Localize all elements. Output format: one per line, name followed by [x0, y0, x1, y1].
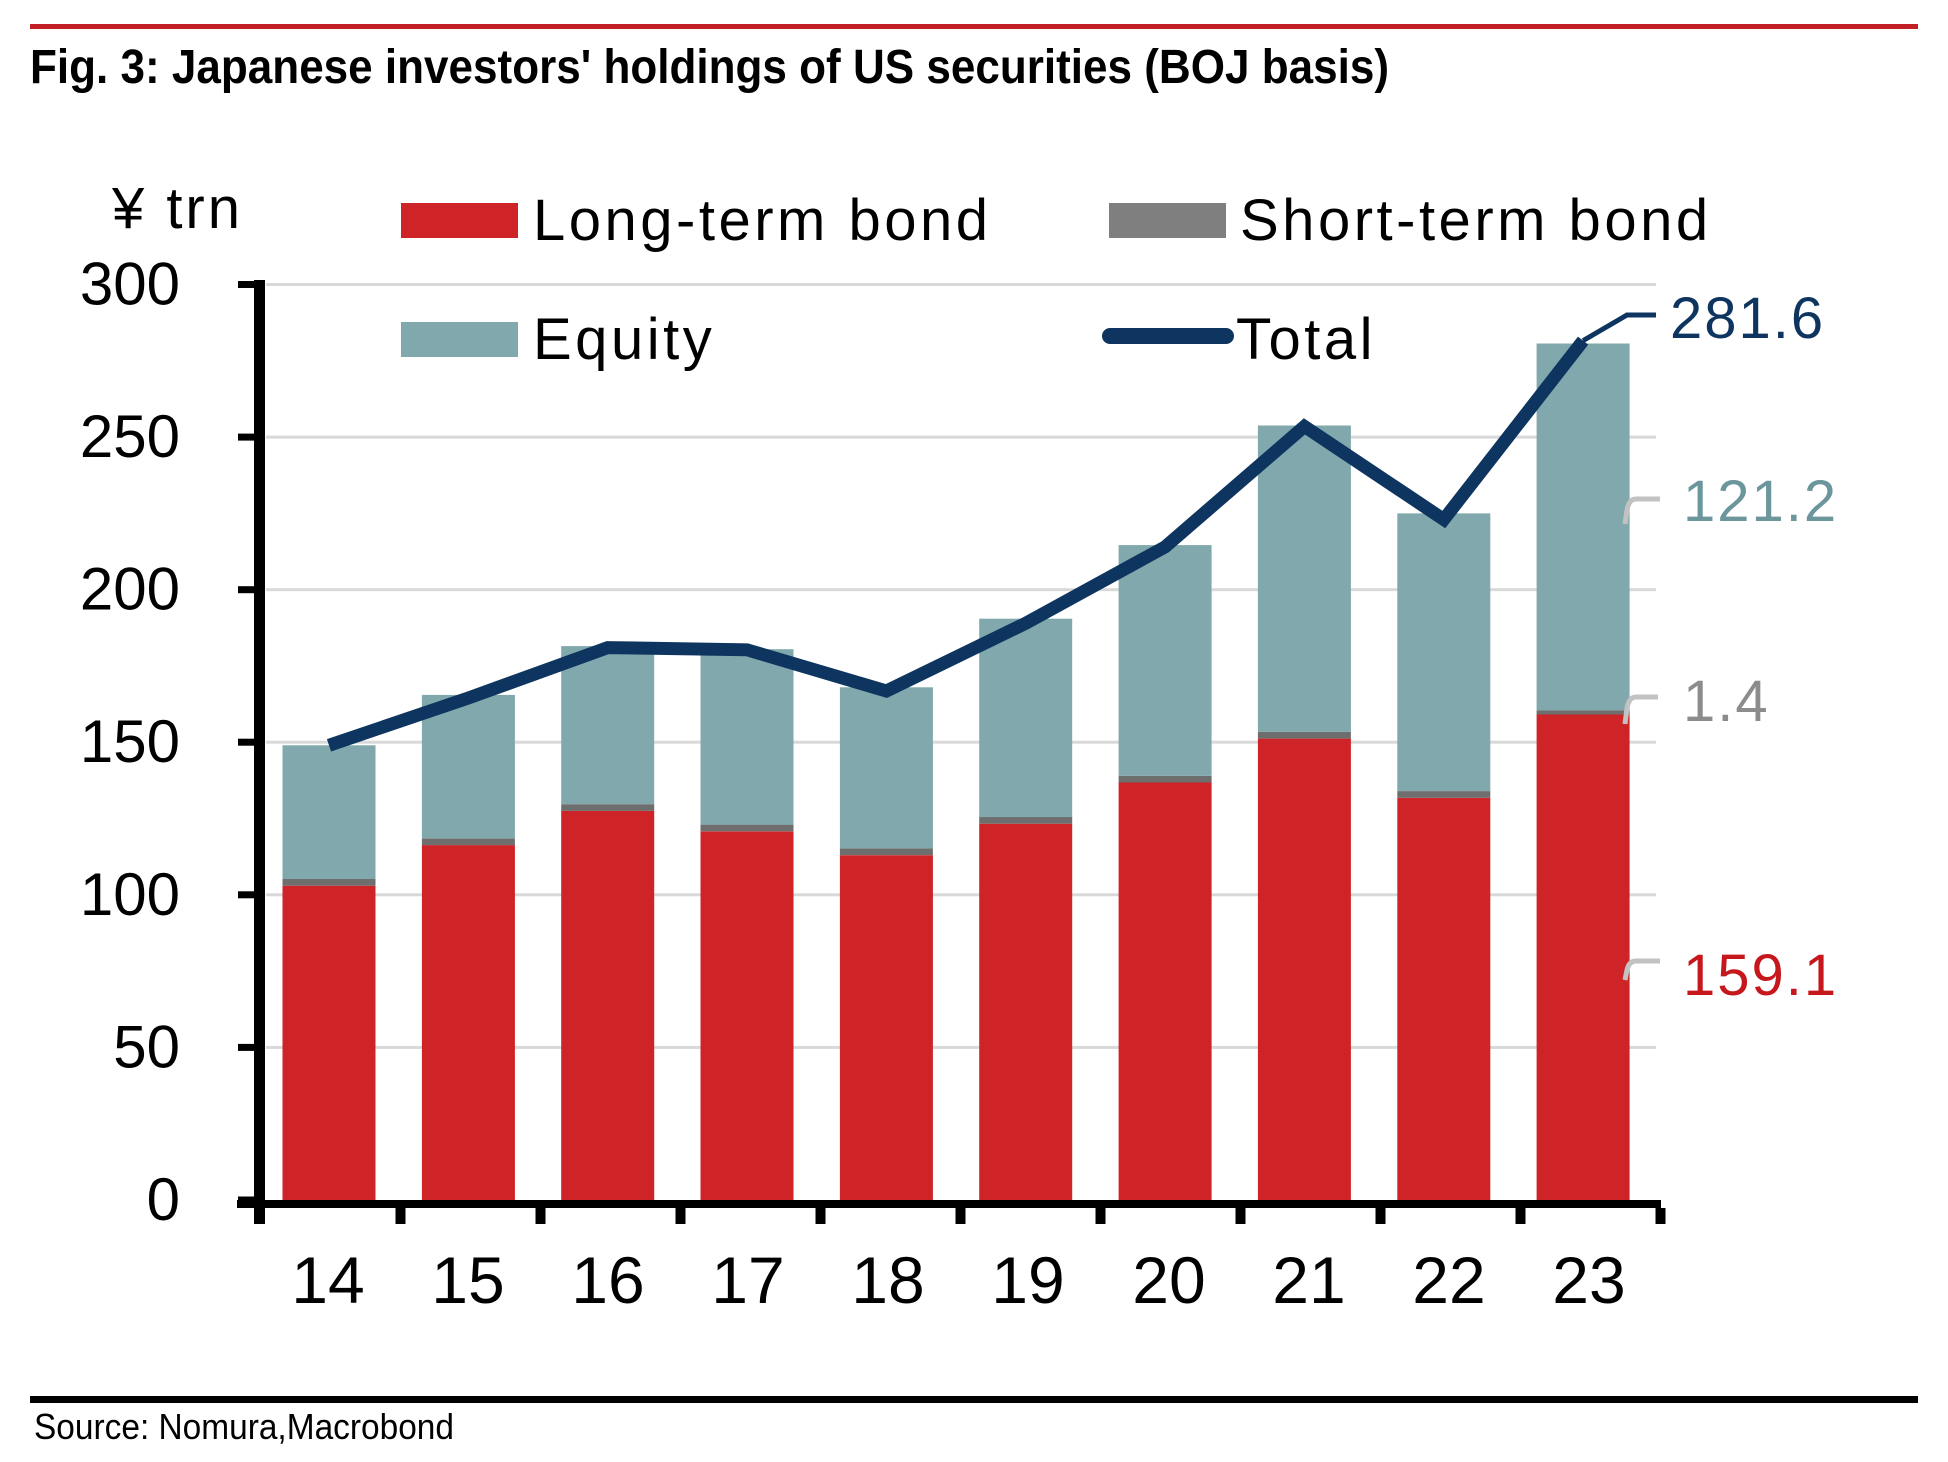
svg-text:¥ trn: ¥ trn — [111, 176, 240, 241]
svg-text:20: 20 — [1132, 1243, 1205, 1317]
svg-text:21: 21 — [1272, 1243, 1345, 1317]
svg-text:100: 100 — [80, 861, 180, 928]
svg-text:200: 200 — [80, 556, 180, 623]
svg-text:159.1: 159.1 — [1683, 943, 1838, 1008]
svg-text:Source: Nomura,Macrobond: Source: Nomura,Macrobond — [34, 1406, 454, 1447]
svg-text:121.2: 121.2 — [1683, 469, 1838, 534]
svg-text:Equity: Equity — [533, 307, 715, 372]
svg-text:0: 0 — [147, 1166, 180, 1233]
svg-text:19: 19 — [991, 1243, 1064, 1317]
svg-text:Total: Total — [1236, 307, 1376, 372]
svg-text:281.6: 281.6 — [1670, 286, 1825, 351]
svg-text:300: 300 — [80, 251, 180, 318]
svg-text:17: 17 — [711, 1243, 784, 1317]
svg-text:Short-term bond: Short-term bond — [1240, 188, 1712, 253]
svg-text:22: 22 — [1412, 1243, 1485, 1317]
svg-text:1.4: 1.4 — [1683, 669, 1770, 734]
svg-text:150: 150 — [80, 708, 180, 775]
svg-text:14: 14 — [291, 1243, 364, 1317]
svg-text:Fig. 3: Japanese investors' ho: Fig. 3: Japanese investors' holdings of … — [30, 41, 1389, 94]
svg-text:Long-term bond: Long-term bond — [533, 188, 991, 253]
svg-text:18: 18 — [851, 1243, 924, 1317]
svg-text:15: 15 — [431, 1243, 504, 1317]
svg-text:250: 250 — [80, 403, 180, 470]
svg-text:23: 23 — [1552, 1243, 1625, 1317]
svg-text:16: 16 — [571, 1243, 644, 1317]
svg-text:50: 50 — [113, 1013, 180, 1080]
